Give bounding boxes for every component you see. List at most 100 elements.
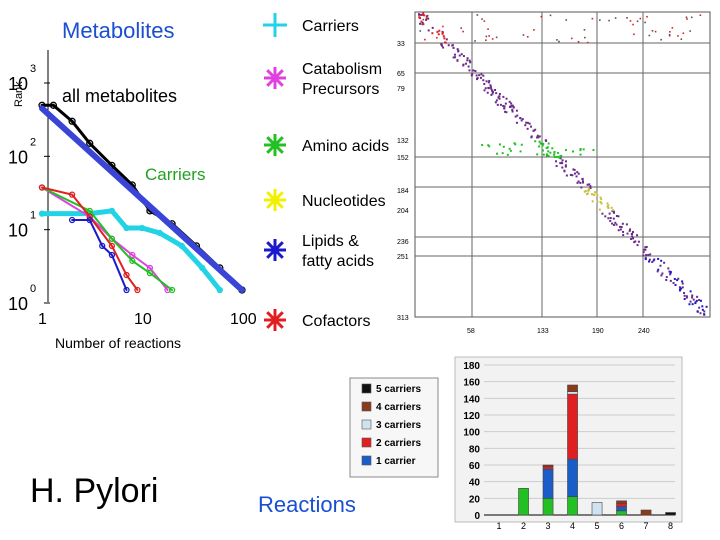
matrix-entry bbox=[615, 223, 618, 226]
matrix-entry bbox=[520, 119, 523, 122]
bar-segment bbox=[567, 391, 578, 395]
matrix-entry bbox=[498, 97, 501, 100]
bar-segment bbox=[616, 500, 627, 504]
matrix-entry bbox=[558, 40, 560, 43]
matrix-entry bbox=[681, 280, 684, 283]
matrix-entry bbox=[547, 154, 550, 157]
matrix-entry bbox=[669, 273, 672, 276]
y-axis-label: Rank bbox=[13, 81, 25, 107]
matrix-entry bbox=[681, 282, 684, 285]
matrix-entry bbox=[509, 106, 512, 109]
bar-y-tick: 0 bbox=[474, 511, 480, 522]
matrix-entry bbox=[419, 17, 422, 20]
matrix-entry bbox=[521, 118, 524, 121]
matrix-entry bbox=[498, 143, 501, 146]
matrix-entry bbox=[699, 14, 702, 17]
bar-y-tick: 40 bbox=[469, 478, 481, 489]
matrix-entry bbox=[654, 30, 657, 33]
bar-y-tick: 160 bbox=[463, 378, 480, 389]
matrix-entry bbox=[689, 290, 692, 293]
matrix-entry bbox=[629, 228, 632, 231]
data-point bbox=[68, 216, 76, 224]
matrix-entry bbox=[451, 44, 454, 47]
matrix-entry bbox=[696, 295, 699, 298]
bar-legend-label: 2 carriers bbox=[376, 438, 421, 449]
bar-legend-label: 5 carriers bbox=[376, 384, 421, 395]
matrix-entry bbox=[705, 305, 708, 308]
matrix-entry bbox=[485, 35, 488, 38]
matrix-entry bbox=[694, 301, 697, 304]
matrix-entry bbox=[595, 191, 598, 194]
matrix-entry bbox=[547, 142, 550, 145]
matrix-entry bbox=[564, 160, 567, 163]
matrix-entry bbox=[657, 268, 660, 271]
matrix-entry bbox=[458, 54, 461, 57]
matrix-entry bbox=[549, 14, 552, 17]
matrix-entry bbox=[534, 128, 537, 131]
matrix-entry bbox=[600, 198, 603, 201]
bar-legend-swatch bbox=[361, 419, 372, 430]
matrix-entry bbox=[487, 28, 489, 30]
bar-segment bbox=[616, 510, 627, 516]
bar-legend-item: 1 carrier bbox=[361, 455, 416, 467]
matrix-entry bbox=[581, 178, 584, 181]
matrix-entry bbox=[545, 139, 548, 142]
matrix-entry bbox=[636, 244, 639, 247]
matrix-entry bbox=[674, 283, 677, 286]
data-point bbox=[68, 191, 76, 198]
matrix-entry bbox=[484, 87, 487, 90]
legend-star-icon bbox=[266, 191, 284, 209]
data-point bbox=[138, 224, 146, 232]
matrix-entry bbox=[504, 102, 507, 105]
matrix-entry bbox=[502, 104, 505, 107]
y-tick-base: 10 bbox=[8, 74, 28, 94]
matrix-entry bbox=[424, 38, 426, 41]
matrix-entry bbox=[476, 14, 479, 16]
matrix-row-tick: 313 bbox=[397, 315, 409, 322]
bar-segment bbox=[518, 488, 529, 516]
matrix-entry bbox=[651, 30, 654, 32]
data-point bbox=[168, 286, 176, 294]
reactions-label: Reactions bbox=[258, 492, 356, 517]
legend-label: Catabolism bbox=[302, 61, 382, 78]
matrix-entry bbox=[525, 121, 528, 124]
matrix-entry bbox=[483, 83, 486, 86]
matrix-entry bbox=[489, 85, 492, 88]
matrix-entry bbox=[441, 30, 444, 33]
matrix-entry bbox=[668, 34, 671, 37]
matrix-entry bbox=[633, 241, 636, 244]
matrix-entry bbox=[692, 298, 695, 301]
matrix-entry bbox=[452, 56, 455, 59]
matrix-entry bbox=[599, 19, 601, 21]
legend-label: Lipids & bbox=[302, 233, 359, 250]
matrix-entry bbox=[579, 153, 582, 156]
matrix-entry bbox=[660, 38, 662, 41]
matrix-entry bbox=[698, 299, 701, 302]
matrix-entry bbox=[653, 258, 656, 261]
matrix-entry bbox=[689, 300, 692, 303]
matrix-entry bbox=[545, 153, 548, 156]
matrix-entry bbox=[494, 89, 497, 92]
matrix-entry bbox=[565, 174, 568, 177]
matrix-entry bbox=[621, 222, 624, 225]
matrix-entry bbox=[511, 108, 514, 111]
y-tick-exponent: 1 bbox=[30, 210, 36, 222]
matrix-col-tick: 190 bbox=[592, 328, 604, 335]
bar-segment bbox=[542, 468, 554, 499]
matrix-entry bbox=[619, 228, 622, 231]
matrix-entry bbox=[462, 63, 465, 66]
matrix-entry bbox=[537, 136, 540, 139]
matrix-entry bbox=[468, 69, 471, 72]
matrix-entry bbox=[559, 162, 562, 165]
matrix-entry bbox=[582, 148, 585, 151]
category-legend: Carriers Catabolism Precursors Amino acids N… bbox=[263, 13, 389, 331]
series-line bbox=[41, 186, 139, 291]
matrix-entry bbox=[620, 226, 623, 229]
matrix-entry bbox=[488, 35, 490, 37]
matrix-row-tick: 132 bbox=[397, 138, 409, 145]
matrix-entry bbox=[421, 13, 424, 16]
matrix-entry bbox=[444, 41, 447, 44]
matrix-entry bbox=[501, 152, 504, 155]
matrix-entry bbox=[587, 188, 590, 191]
